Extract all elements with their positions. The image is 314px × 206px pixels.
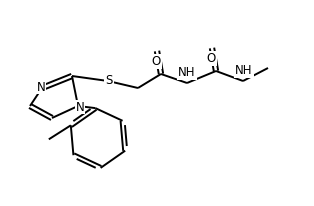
Text: NH: NH xyxy=(235,64,253,77)
Text: O: O xyxy=(151,55,161,68)
Text: NH: NH xyxy=(178,66,196,79)
Text: N: N xyxy=(76,101,84,114)
Text: N: N xyxy=(37,81,46,94)
Text: O: O xyxy=(206,52,216,65)
Text: S: S xyxy=(105,74,113,87)
